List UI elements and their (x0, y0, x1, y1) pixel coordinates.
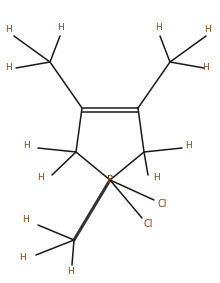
Text: H: H (5, 25, 11, 35)
Text: H: H (5, 63, 11, 72)
Text: H: H (205, 25, 211, 35)
Text: Cl: Cl (157, 199, 167, 209)
Text: H: H (67, 267, 73, 276)
Text: H: H (185, 140, 191, 149)
Text: H: H (203, 63, 209, 72)
Text: H: H (153, 173, 159, 183)
Text: H: H (22, 215, 28, 224)
Text: H: H (155, 23, 161, 33)
Text: H: H (37, 173, 43, 183)
Text: H: H (23, 140, 29, 149)
Text: H: H (57, 23, 63, 33)
Text: P: P (107, 175, 113, 185)
Text: Cl: Cl (143, 219, 153, 229)
Text: H: H (19, 254, 25, 263)
